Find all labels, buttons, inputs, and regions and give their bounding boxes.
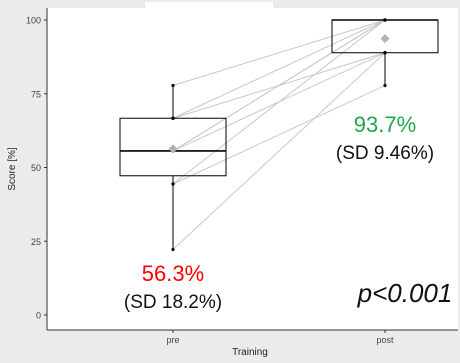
pre-sd-annotation: (SD 18.2%) [124,292,222,313]
boxes [119,18,439,252]
x-axis-title: Training [232,347,268,358]
data-point [383,51,387,55]
y-tick-label: 0 [36,311,41,321]
data-point [171,83,175,88]
data-point [171,116,175,120]
y-tick-label: 100 [26,16,41,26]
paired-line [172,52,386,119]
y-tick-label: 75 [31,89,41,99]
y-ticks: 0 25 50 75 100 [26,16,47,321]
y-tick-label: 50 [31,163,41,173]
pre-mean-annotation: 56.3% [142,261,204,286]
data-point [171,182,175,186]
paired-line [172,19,386,119]
paired-line [172,52,386,250]
mean-marker [380,34,390,44]
x-tick-label: post [376,335,394,345]
y-axis-title: Score [%] [7,147,18,191]
mean-marker [168,144,178,154]
y-tick-label: 25 [31,237,41,247]
data-point [383,83,387,88]
data-point [383,18,387,22]
paired-lines [172,19,386,250]
legend-remnant [145,2,273,9]
plot-panel [47,8,458,330]
data-point [171,247,175,252]
post-sd-annotation: (SD 9.46%) [336,143,434,164]
post-mean-annotation: 93.7% [354,112,416,137]
paired-line [172,85,386,185]
p-value-annotation: p<0.001 [357,278,453,308]
x-tick-label: pre [166,335,179,345]
x-ticks: pre post [166,330,394,345]
paired-line [172,52,386,152]
paired-line [172,19,386,86]
